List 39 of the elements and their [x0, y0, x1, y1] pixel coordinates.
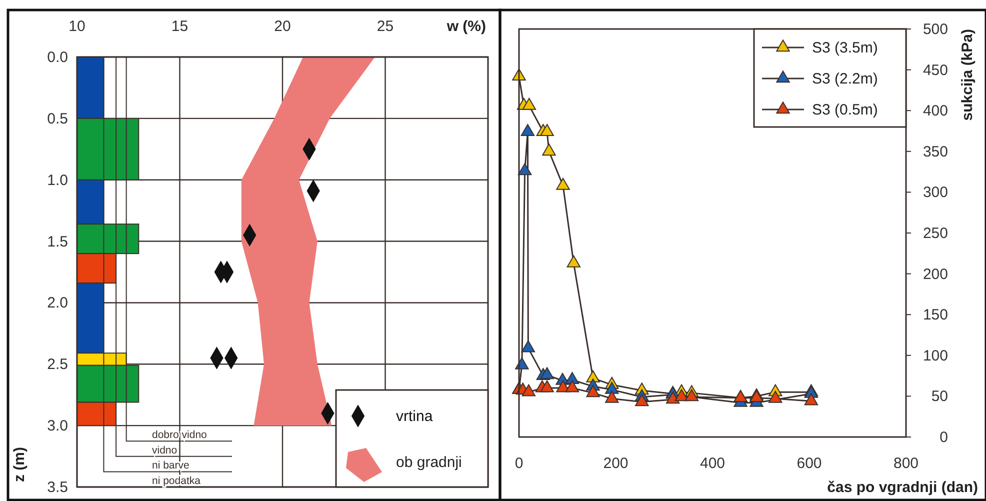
y-tick-label: 150 [922, 306, 948, 324]
y-tick-label: 50 [931, 388, 948, 406]
y-tick-label: 0.0 [47, 49, 68, 66]
x-tick-label: 0 [514, 455, 524, 472]
y-tick-label: 450 [922, 62, 948, 79]
legend-label: ob gradnji [396, 454, 462, 471]
y-tick-label: 300 [922, 184, 948, 202]
x-axis-title: čas po vgradnji (dan) [827, 479, 978, 496]
y-tick-label: 350 [922, 143, 948, 160]
legend-label: S3 (3.5m) [812, 40, 878, 56]
y-tick-label: 3.5 [47, 479, 68, 496]
x-tick-label: 20 [274, 18, 291, 35]
y-tick-label: 400 [922, 102, 948, 120]
x-tick-label: 600 [796, 455, 822, 472]
x-tick-label: 400 [700, 455, 726, 472]
y-tick-label: 200 [922, 266, 948, 283]
y-tick-label: 500 [922, 21, 948, 38]
x-tick-label: 10 [68, 18, 86, 35]
ref-line-label: vidno [152, 444, 178, 456]
y-tick-label: 2.5 [47, 356, 68, 374]
x-tick-label: 800 [893, 455, 919, 472]
y-tick-label: 250 [922, 225, 948, 242]
y-tick-label: 1.0 [47, 172, 68, 189]
x-axis-title: w (%) [446, 18, 486, 35]
x-tick-label: 15 [171, 18, 188, 35]
y-tick-label: 2.0 [47, 294, 68, 312]
legend-label: vrtina [396, 408, 434, 425]
legend-label: S3 (2.2m) [812, 70, 878, 88]
legend-label: S3 (0.5m) [812, 102, 878, 118]
y-tick-label: 0.5 [47, 110, 68, 128]
y-axis-title: z (m) [11, 447, 28, 482]
ref-line-label: dobro vidno [152, 429, 208, 442]
x-tick-label: 25 [376, 18, 394, 35]
x-tick-label: 200 [603, 455, 628, 472]
y-tick-label: 0 [940, 429, 948, 446]
y-axis-title: sukcija (kPa) [959, 29, 976, 121]
y-tick-label: 100 [922, 347, 948, 364]
y-tick-label: 3.0 [47, 418, 68, 435]
y-tick-label: 1.5 [47, 233, 68, 250]
